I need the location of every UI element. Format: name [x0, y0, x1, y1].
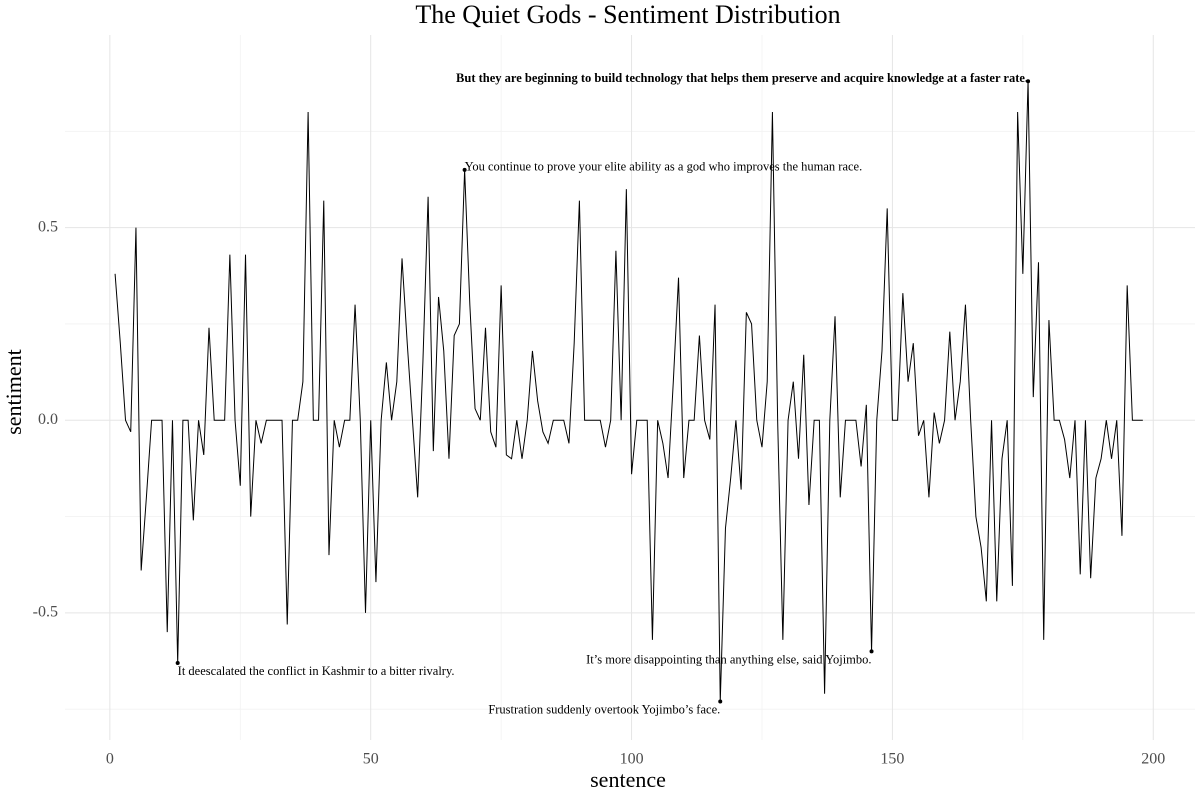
y-axis-label: sentiment — [1, 349, 26, 435]
annotation-point — [462, 167, 467, 172]
y-tick-label: 0.0 — [38, 411, 58, 428]
x-tick-label: 0 — [106, 751, 114, 768]
annotation-point — [718, 699, 723, 704]
annotation-text: It deescalated the conflict in Kashmir t… — [178, 664, 455, 678]
y-tick-label: -0.5 — [33, 604, 58, 621]
annotation-text: It’s more disappointing than anything el… — [586, 652, 871, 666]
x-tick-label: 100 — [620, 751, 644, 768]
annotation-text: Frustration suddenly overtook Yojimbo’s … — [488, 702, 720, 716]
x-tick-label: 50 — [363, 751, 379, 768]
x-tick-label: 150 — [880, 751, 904, 768]
x-tick-label: 200 — [1141, 751, 1165, 768]
annotation-point — [1026, 79, 1031, 84]
annotation-point — [869, 649, 874, 654]
sentiment-line — [114, 81, 1143, 702]
y-tick-label: 0.5 — [38, 218, 58, 235]
x-axis-label: sentence — [590, 767, 666, 792]
annotation-text: But they are beginning to build technolo… — [456, 71, 1028, 85]
annotation-text: You continue to prove your elite ability… — [465, 160, 863, 174]
chart-title: The Quiet Gods - Sentiment Distribution — [415, 0, 840, 29]
annotation-point — [175, 660, 180, 665]
